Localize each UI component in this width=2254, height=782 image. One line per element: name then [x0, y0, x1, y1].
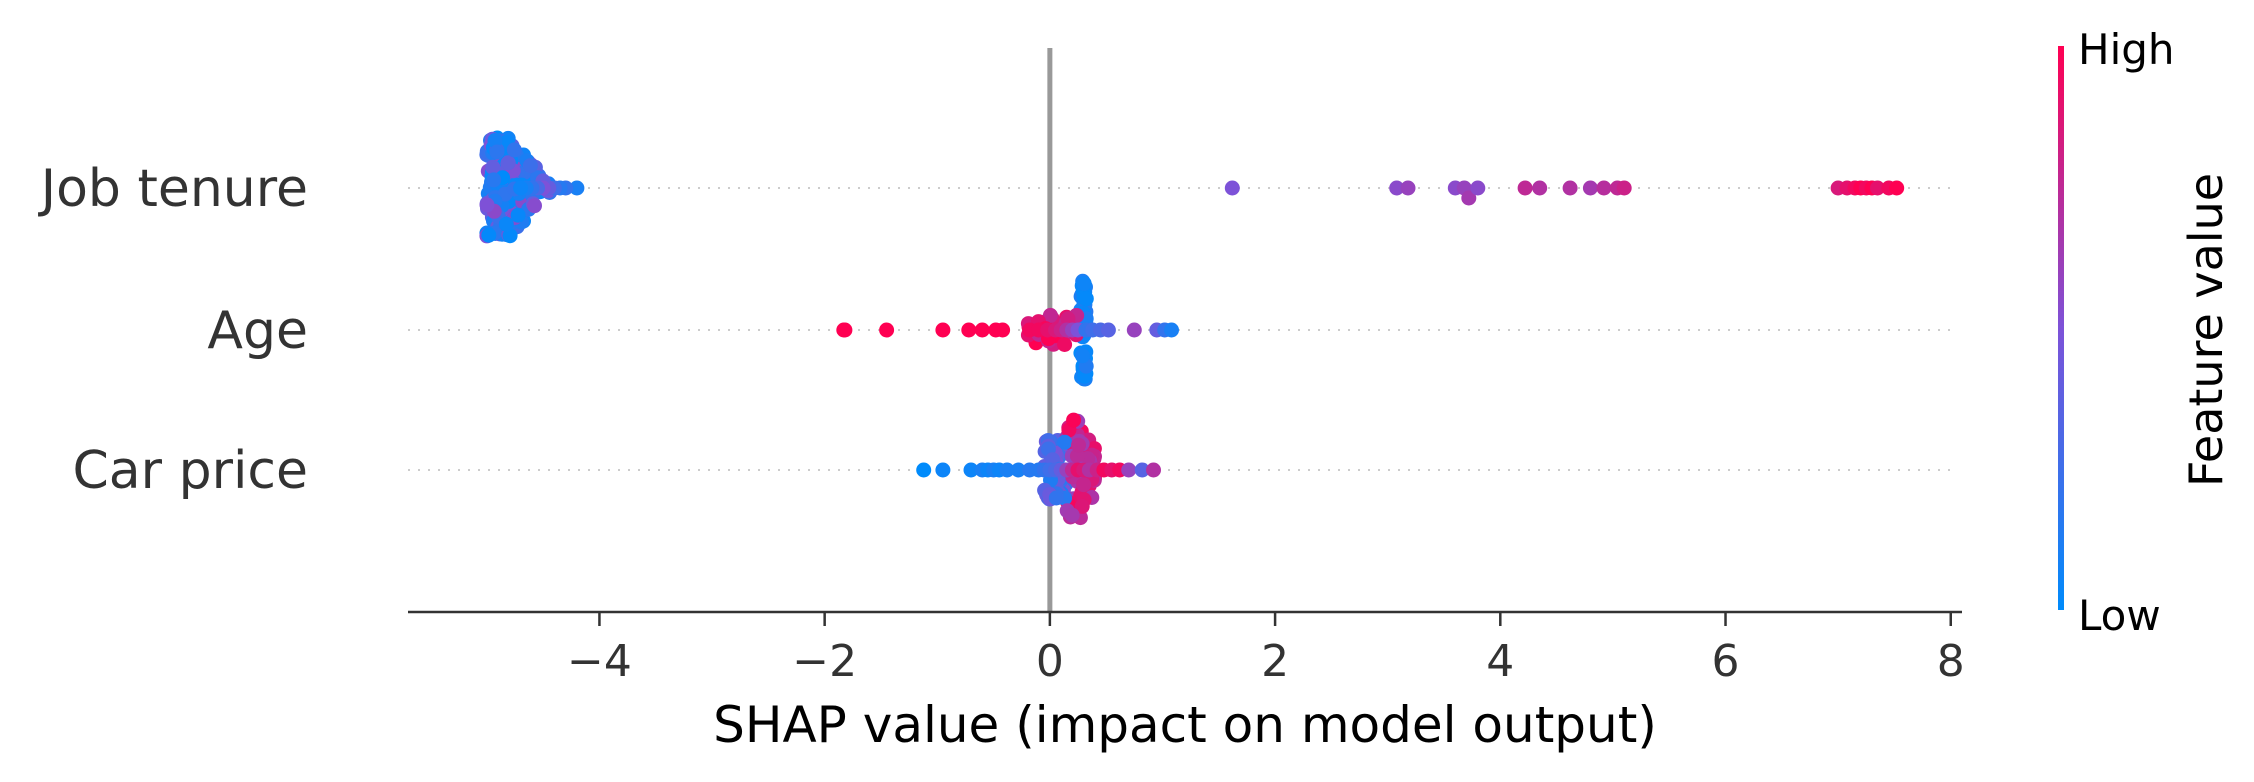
data-point	[1146, 462, 1161, 478]
data-point	[1870, 180, 1885, 196]
data-point	[479, 197, 495, 213]
data-point	[527, 198, 542, 214]
data-point	[961, 322, 977, 338]
data-point	[1048, 490, 1064, 506]
x-tick-label: 2	[1261, 636, 1289, 687]
data-point	[1389, 180, 1405, 196]
data-point	[995, 322, 1011, 338]
x-tick-label: −2	[792, 636, 857, 687]
colorbar	[2058, 46, 2064, 610]
x-axis-title: SHAP value (impact on model output)	[713, 696, 1657, 754]
data-point	[963, 462, 979, 478]
feature-gridlines	[408, 187, 1958, 471]
data-point	[999, 462, 1015, 478]
colorbar-high-label: High	[2078, 25, 2175, 74]
data-point	[513, 180, 529, 196]
data-point	[1042, 307, 1058, 323]
data-point	[1164, 322, 1179, 338]
data-point	[1889, 180, 1905, 196]
feature-labels: Job tenure Age Car price	[38, 159, 308, 501]
data-point	[1066, 412, 1082, 428]
feature-label: Age	[207, 301, 308, 361]
data-point	[1057, 337, 1073, 352]
x-axis-ticks: −4 −2 0 2 4 6 8	[567, 612, 1965, 687]
data-point	[1074, 498, 1090, 514]
data-point	[1582, 180, 1598, 196]
data-point	[522, 158, 538, 174]
data-point	[498, 216, 514, 232]
data-point	[1064, 507, 1080, 523]
data-point	[487, 133, 503, 148]
data-point	[1075, 348, 1090, 364]
x-tick-label: 6	[1712, 636, 1740, 687]
data-point	[916, 462, 932, 478]
x-tick-label: 8	[1937, 636, 1965, 687]
data-point	[1470, 180, 1486, 196]
data-point	[1517, 180, 1533, 196]
colorbar-low-label: Low	[2078, 591, 2161, 640]
data-point	[502, 228, 518, 244]
data-point	[1532, 180, 1548, 196]
data-point	[1078, 291, 1094, 307]
data-point	[1134, 462, 1150, 478]
data-point	[1596, 180, 1612, 196]
data-point	[510, 207, 526, 223]
x-tick-label: −4	[567, 636, 632, 687]
data-point	[935, 462, 951, 478]
data-point	[1071, 437, 1086, 453]
data-point	[1461, 190, 1477, 206]
data-point	[569, 180, 585, 196]
data-point	[1100, 322, 1116, 338]
data-point	[935, 322, 951, 338]
data-point	[1076, 276, 1092, 291]
data-point	[1616, 180, 1632, 196]
data-point	[1069, 448, 1085, 464]
x-tick-label: 4	[1486, 636, 1514, 687]
data-point	[1121, 462, 1137, 478]
data-point	[1126, 322, 1142, 338]
colorbar-title: Feature value	[2179, 173, 2233, 487]
data-point	[486, 172, 502, 188]
data-point	[1400, 180, 1416, 196]
feature-label: Car price	[73, 441, 309, 501]
data-point	[485, 159, 501, 175]
beeswarm-points	[479, 130, 1905, 526]
data-point	[1010, 462, 1026, 478]
data-point	[1224, 180, 1240, 196]
data-point	[481, 227, 497, 243]
x-tick-label: 0	[1036, 636, 1064, 687]
data-point	[1562, 180, 1578, 196]
data-point	[489, 144, 505, 160]
data-point	[500, 155, 516, 171]
data-point	[974, 322, 990, 338]
data-point	[837, 322, 853, 338]
feature-label: Job tenure	[38, 159, 308, 219]
data-point	[879, 322, 895, 338]
data-point	[506, 142, 522, 158]
data-point	[1057, 434, 1073, 450]
data-point	[1076, 477, 1092, 493]
